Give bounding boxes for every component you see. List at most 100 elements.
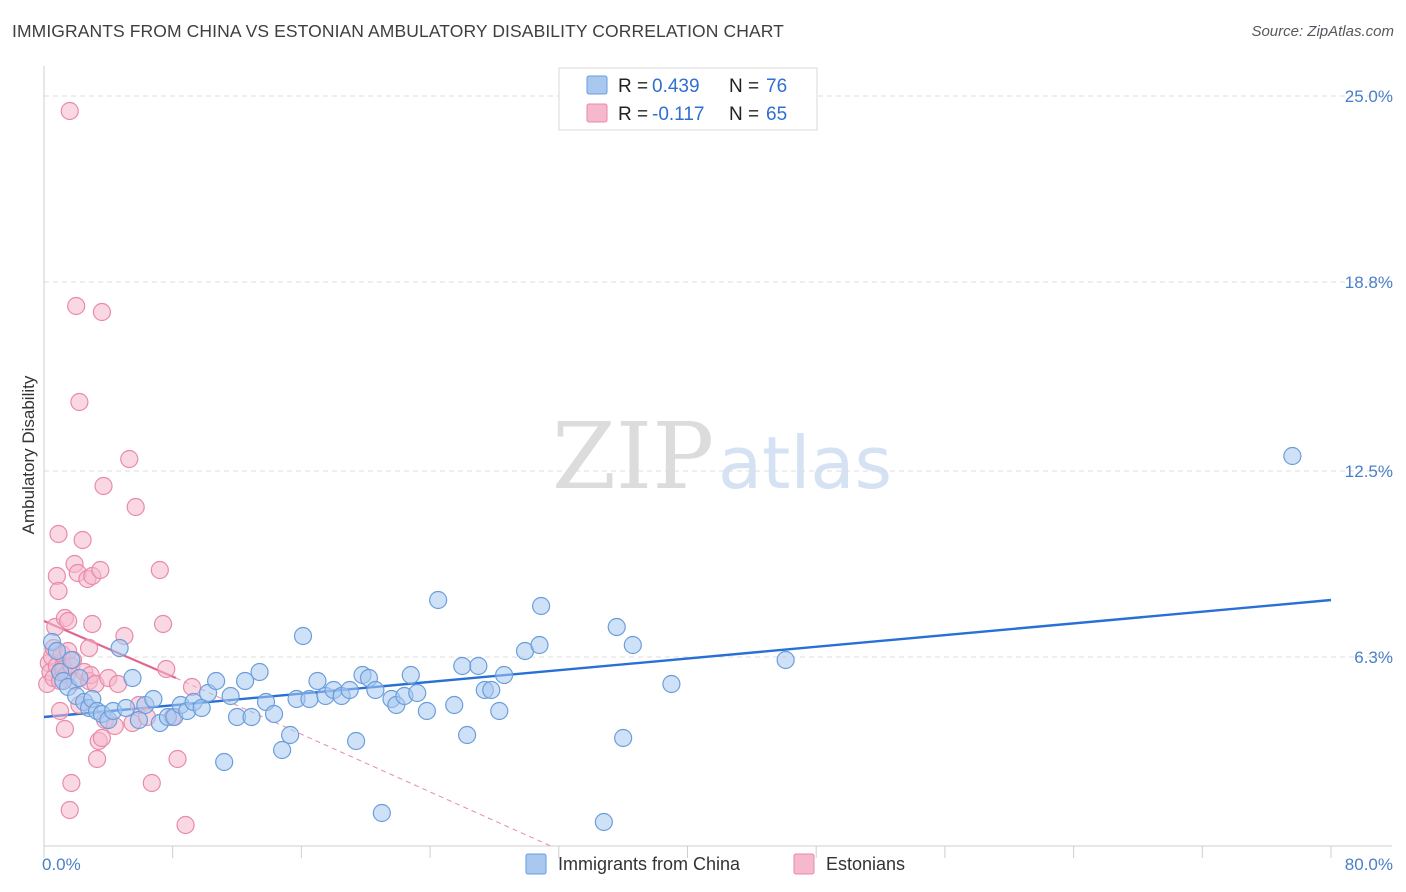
stats-legend-swatch-china xyxy=(586,75,608,95)
estonians-point xyxy=(168,749,187,769)
y-tick-label: 6.3% xyxy=(1354,648,1393,667)
china-point xyxy=(366,680,385,700)
estonians-point xyxy=(60,800,79,820)
y-tick-label: 25.0% xyxy=(1345,87,1393,106)
china-point xyxy=(594,812,613,832)
estonians-point xyxy=(176,815,195,835)
series-legend-swatch-estonians xyxy=(793,853,815,875)
china-point xyxy=(776,650,795,670)
china-point xyxy=(346,731,366,751)
china-point xyxy=(215,752,234,772)
estonians-point xyxy=(142,773,161,793)
estonians-point xyxy=(182,677,202,697)
china-point xyxy=(300,689,319,709)
x-tick-labels: 0.0% 80.0% xyxy=(42,855,1393,874)
estonians-point xyxy=(49,524,68,544)
stats-legend-r-value-china: 0.439 xyxy=(652,76,700,97)
estonians-point xyxy=(79,638,99,658)
china-point xyxy=(1283,446,1302,466)
y-tick-label: 12.5% xyxy=(1345,462,1393,481)
china-point xyxy=(662,674,681,694)
china-point xyxy=(116,698,136,718)
estonians-point xyxy=(70,392,89,412)
china-point xyxy=(614,728,633,748)
stats-legend-swatch-estonians xyxy=(586,103,608,123)
y-tick-label: 18.8% xyxy=(1345,273,1393,292)
y-tick-labels: 6.3% 12.5% 18.8% 25.0% xyxy=(1345,87,1393,667)
china-point xyxy=(110,638,129,658)
china-point xyxy=(123,668,142,688)
watermark: ZIP atlas xyxy=(552,403,892,510)
series-legend: Immigrants from China Estonians xyxy=(525,853,905,875)
stats-legend: R = 0.439 N = 76 R = -0.117 N = 65 xyxy=(558,67,818,131)
china-point xyxy=(495,665,514,685)
estonians-point xyxy=(55,719,75,739)
china-point xyxy=(264,704,284,724)
china-point xyxy=(281,725,300,745)
series-legend-swatch-china xyxy=(525,853,547,875)
china-points xyxy=(42,446,1302,832)
china-point xyxy=(469,656,488,676)
china-point xyxy=(47,641,66,661)
china-point xyxy=(192,698,211,718)
china-point xyxy=(340,680,359,700)
china-point xyxy=(458,725,477,745)
stats-legend-n-label-china: N = xyxy=(729,76,764,97)
china-point xyxy=(490,701,509,721)
chart-title: IMMIGRANTS FROM CHINA VS ESTONIAN AMBULA… xyxy=(12,21,784,41)
stats-legend-n-value-china: 76 xyxy=(766,76,787,97)
china-point xyxy=(129,710,149,730)
watermark-atlas: atlas xyxy=(718,421,892,505)
stats-legend-n-label-estonians: N = xyxy=(729,104,764,125)
estonians-point xyxy=(67,296,86,316)
china-point xyxy=(482,680,501,700)
estonians-point xyxy=(62,773,81,793)
china-point xyxy=(308,671,327,691)
china-point xyxy=(70,668,89,688)
china-point xyxy=(417,701,436,721)
china-point xyxy=(144,689,163,709)
china-point xyxy=(235,671,255,691)
estonians-trend-line xyxy=(43,619,177,680)
estonians-point xyxy=(153,614,173,634)
estonians-point xyxy=(59,611,78,631)
china-point xyxy=(453,656,472,676)
watermark-zip: ZIP xyxy=(552,403,714,510)
estonians-point xyxy=(91,560,110,580)
estonians-point xyxy=(83,614,102,634)
estonians-point xyxy=(94,476,113,496)
stats-legend-r-label-estonians: R = xyxy=(618,104,653,125)
china-point xyxy=(272,740,292,760)
china-point xyxy=(293,626,313,646)
china-point xyxy=(445,695,464,715)
china-point xyxy=(408,683,427,703)
estonians-point xyxy=(150,560,169,580)
china-point xyxy=(401,665,420,685)
china-point xyxy=(221,686,240,706)
china-point xyxy=(429,590,448,610)
china-point xyxy=(607,617,626,637)
y-axis-label: Ambulatory Disability xyxy=(19,375,38,534)
china-point xyxy=(372,803,391,823)
estonians-point xyxy=(92,728,112,748)
stats-legend-n-value-estonians: 65 xyxy=(766,104,787,125)
estonians-point xyxy=(126,497,145,517)
estonians-point xyxy=(87,749,107,769)
estonians-point xyxy=(60,101,79,121)
source-label: Source: ZipAtlas.com xyxy=(1251,23,1394,40)
estonians-point xyxy=(50,701,70,721)
estonians-point xyxy=(92,302,112,322)
china-point xyxy=(207,671,226,691)
estonians-point xyxy=(157,659,176,679)
series-legend-label-china: Immigrants from China xyxy=(558,854,741,874)
china-point xyxy=(62,650,81,670)
x-tick-label-min: 0.0% xyxy=(42,855,81,874)
china-point xyxy=(530,635,549,655)
x-tick-label-max: 80.0% xyxy=(1345,855,1393,874)
stats-legend-r-label-china: R = xyxy=(618,76,653,97)
series-legend-label-estonians: Estonians xyxy=(826,854,905,874)
estonians-point xyxy=(73,530,92,550)
estonians-point xyxy=(47,566,66,586)
china-point xyxy=(250,662,269,682)
